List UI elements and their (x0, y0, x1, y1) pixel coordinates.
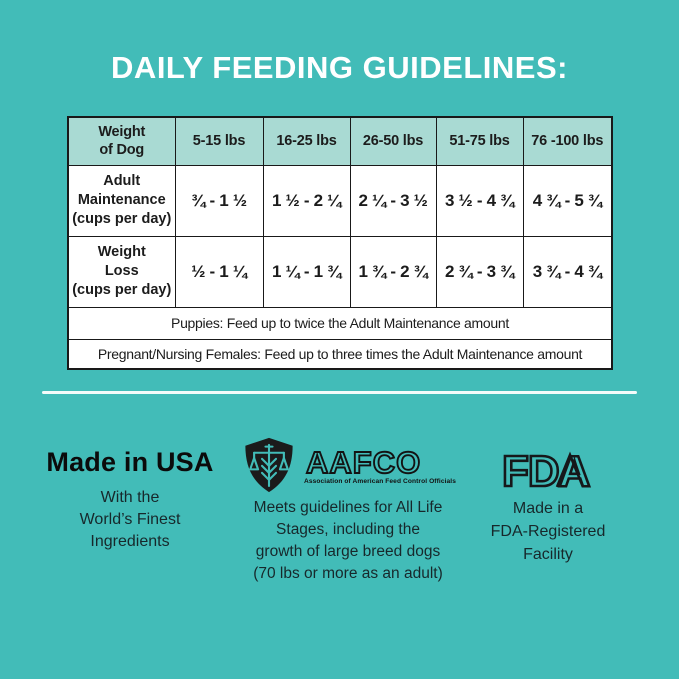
header-16-25: 16-25 lbs (262, 116, 351, 166)
cell-value: ¾ - 1 ½ (174, 164, 264, 237)
table-header-row: Weight of Dog 5-15 lbs 16-25 lbs 26-50 l… (67, 116, 613, 166)
cell-value: 2 ¾ - 3 ¾ (435, 235, 524, 308)
cell-value: 1 ¼ - 1 ¾ (262, 235, 351, 308)
feeding-table: Weight of Dog 5-15 lbs 16-25 lbs 26-50 l… (67, 116, 613, 370)
fda-subtext: Made in a FDA-Registered Facility (490, 500, 606, 563)
header-51-75: 51-75 lbs (435, 116, 524, 166)
made-in-usa-subtext: With the World’s Finest Ingredients (79, 489, 181, 550)
row-label-adult-maintenance: Adult Maintenance (cups per day) (67, 164, 176, 237)
aafco-tagline: Association of American Feed Control Off… (303, 477, 456, 485)
note-pregnant-text: Pregnant/Nursing Females: Feed up to thr… (67, 338, 613, 370)
aafco-logo-text: AAFCO (306, 446, 421, 480)
cell-value: ½ - 1 ¼ (174, 235, 264, 308)
header-76-100: 76 -100 lbs (522, 116, 613, 166)
header-26-50: 26-50 lbs (349, 116, 437, 166)
aafco-logo: AAFCO Association of American Feed Contr… (226, 437, 470, 493)
row-label-weight-loss: Weight Loss (cups per day) (67, 235, 176, 308)
aafco-shield-icon (240, 437, 298, 493)
cell-value: 1 ¾ - 2 ¾ (349, 235, 437, 308)
made-in-usa-badge: Made in USA With the World’s Finest Ingr… (30, 447, 230, 553)
header-weight-of-dog: Weight of Dog (67, 116, 176, 166)
header-5-15: 5-15 lbs (174, 116, 264, 166)
page-title: DAILY FEEDING GUIDELINES: (111, 50, 568, 85)
cell-value: 1 ½ - 2 ¼ (262, 164, 351, 237)
table-row-adult-maintenance: Adult Maintenance (cups per day) ¾ - 1 ½… (67, 164, 613, 237)
aafco-description: Meets guidelines for All Life Stages, in… (253, 499, 443, 582)
table-row-weight-loss: Weight Loss (cups per day) ½ - 1 ¼ 1 ¼ -… (67, 235, 613, 308)
fda-logo: FDA (478, 447, 618, 493)
cell-value: 3 ¾ - 4 ¾ (522, 235, 613, 308)
note-puppies-text: Puppies: Feed up to twice the Adult Main… (67, 306, 613, 340)
cell-value: 4 ¾ - 5 ¾ (522, 164, 613, 237)
aafco-badge: AAFCO Association of American Feed Contr… (226, 437, 470, 585)
cell-value: 2 ¼ - 3 ½ (349, 164, 437, 237)
cell-value: 3 ½ - 4 ¾ (435, 164, 524, 237)
aafco-wordmark: AAFCO Association of American Feed Contr… (304, 446, 456, 485)
divider-line (42, 391, 637, 394)
made-in-usa-heading: Made in USA (46, 447, 214, 477)
table-note-puppies: Puppies: Feed up to twice the Adult Main… (67, 306, 613, 340)
fda-badge: FDA Made in a FDA-Registered Facility (478, 447, 618, 566)
table-note-pregnant: Pregnant/Nursing Females: Feed up to thr… (67, 338, 613, 370)
